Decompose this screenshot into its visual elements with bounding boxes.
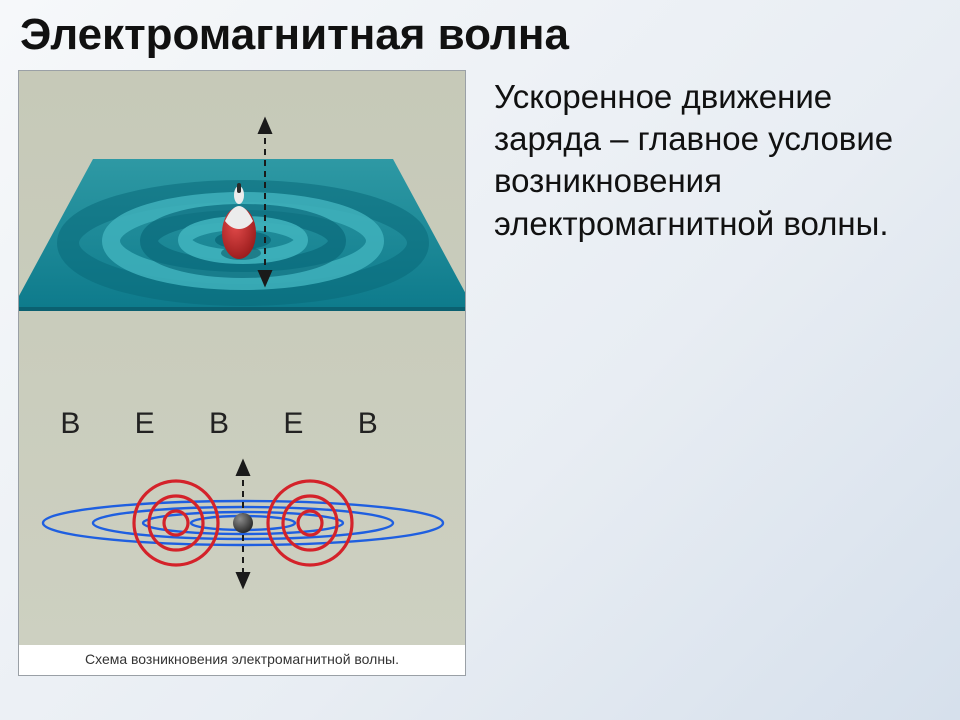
panel-caption: Схема возникновения электромагнитной вол…: [19, 645, 465, 675]
diagram-body: В Е В Е В: [19, 71, 465, 645]
label-B-3: В: [337, 407, 401, 441]
field-label-row: В Е В Е В: [19, 407, 465, 441]
label-B-1: В: [39, 407, 103, 441]
diagram-svg: [19, 71, 465, 645]
label-E-2: Е: [262, 407, 326, 441]
charge: [233, 513, 253, 533]
description-block: Ускоренное движение заряда – главное усл…: [494, 70, 942, 676]
label-B-2: В: [188, 407, 252, 441]
content-row: В Е В Е В Схема возникновения электромаг…: [18, 70, 942, 676]
diagram-panel: В Е В Е В Схема возникновения электромаг…: [18, 70, 466, 676]
page-title: Электромагнитная волна: [20, 10, 942, 60]
label-E-1: Е: [114, 407, 178, 441]
description-text: Ускоренное движение заряда – главное усл…: [494, 76, 942, 245]
